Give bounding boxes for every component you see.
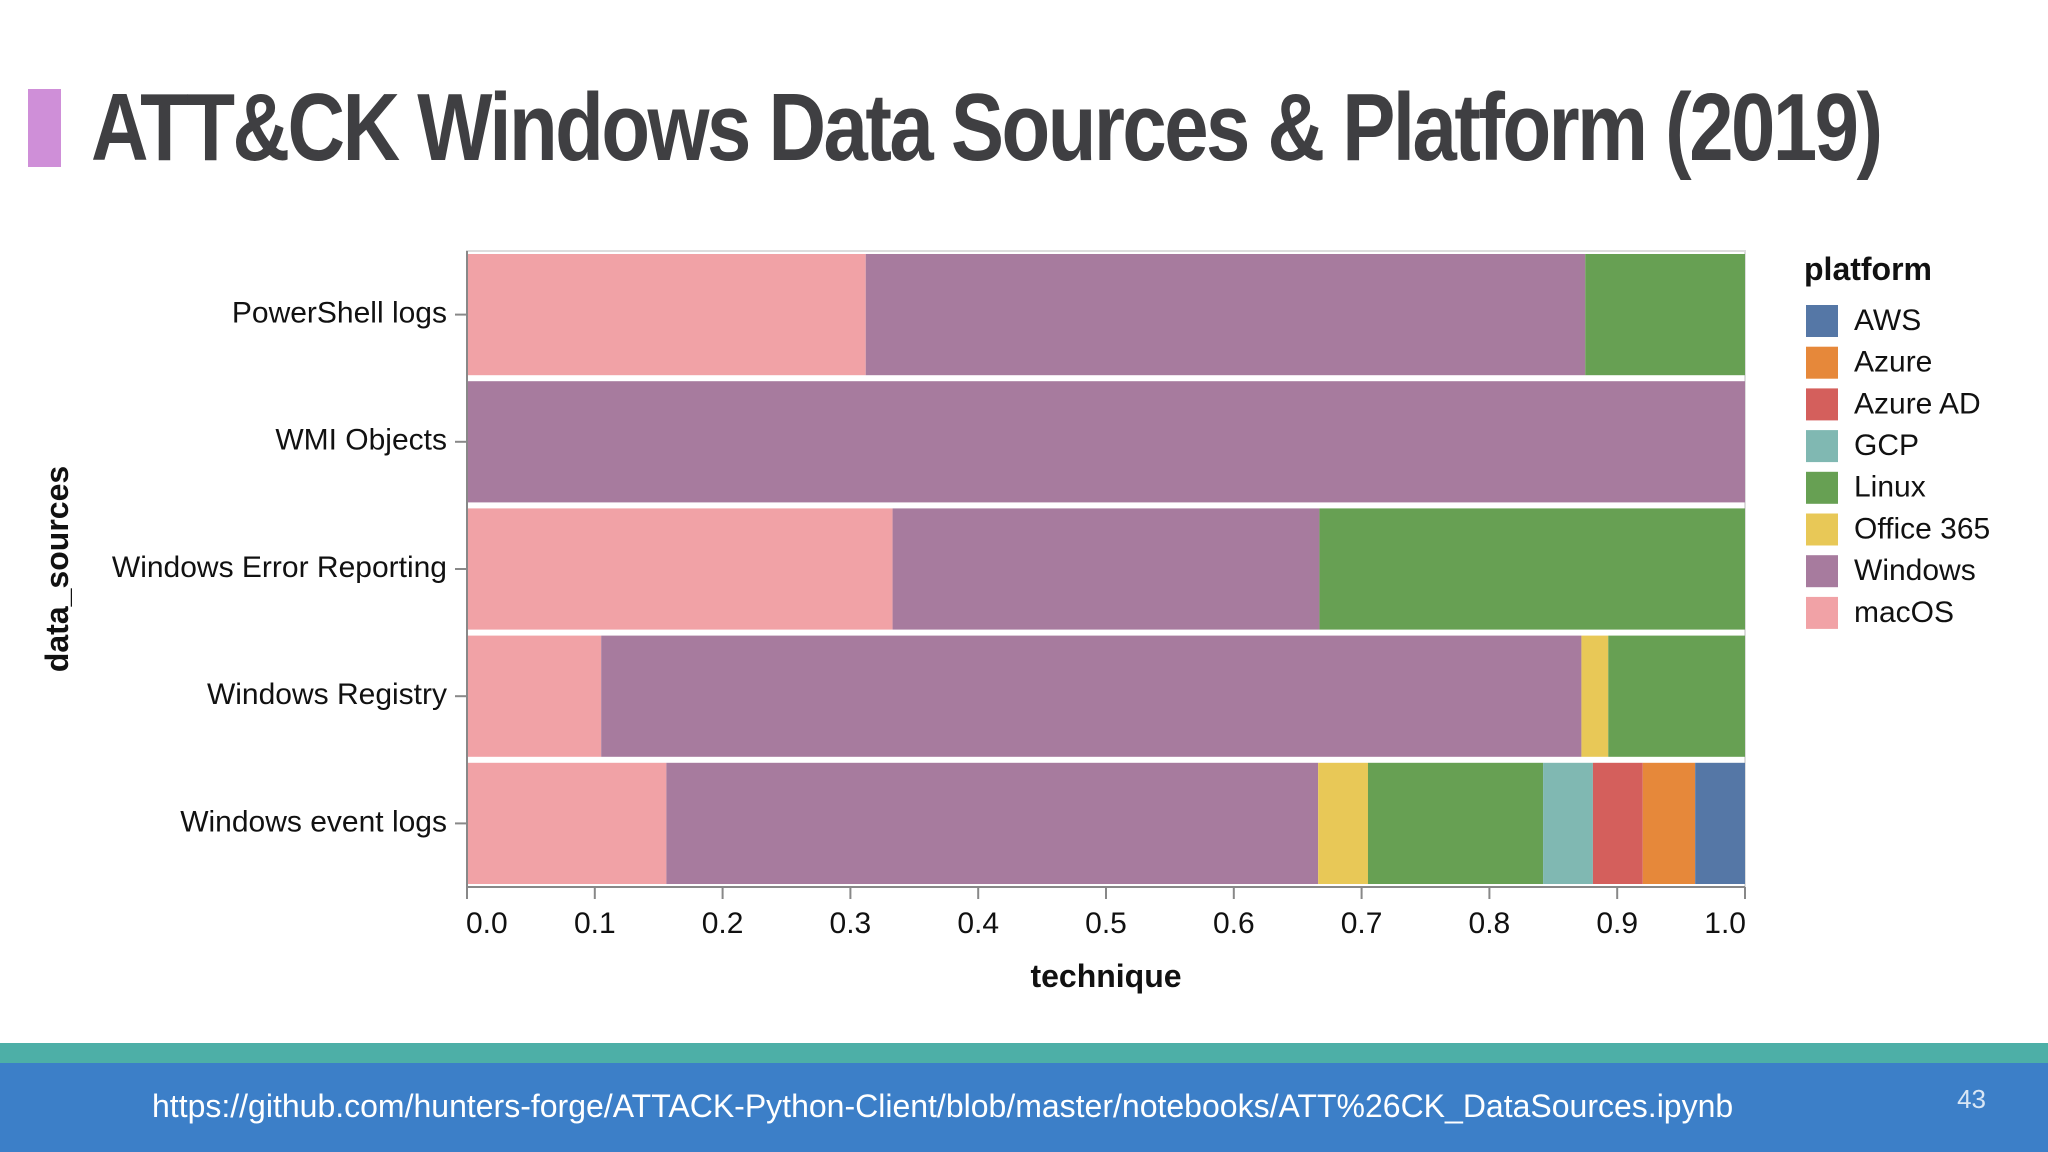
stacked-bar-chart: PowerShell logs WMI Objects Windows Error … bbox=[39, 250, 1990, 994]
legend-label-linux: Linux bbox=[1854, 471, 1926, 504]
footer-bar bbox=[0, 1063, 2048, 1152]
x-tick-label: 0.8 bbox=[1469, 907, 1511, 940]
bar-windows-registry-macos bbox=[467, 635, 602, 757]
bar-powershell-logs-windows bbox=[865, 254, 1586, 376]
x-tick-label: 0.4 bbox=[957, 907, 999, 940]
legend-swatch-windows bbox=[1806, 555, 1838, 588]
legend-label-office-365: Office 365 bbox=[1854, 512, 1990, 545]
legend-swatch-azure-ad bbox=[1806, 388, 1838, 421]
bar-windows-event-logs-azure-ad bbox=[1592, 762, 1643, 884]
bar-powershell-logs-macos bbox=[467, 254, 866, 376]
bar-windows-registry-windows bbox=[601, 635, 1582, 757]
legend-swatch-office-365 bbox=[1806, 513, 1838, 546]
legend-swatch-macos bbox=[1806, 596, 1838, 629]
bar-windows-event-logs-macos bbox=[467, 762, 667, 884]
title-accent-bar bbox=[28, 89, 61, 167]
bar-windows-event-logs-linux bbox=[1367, 762, 1544, 884]
bar-powershell-logs-linux bbox=[1585, 254, 1745, 376]
y-tick-label: PowerShell logs bbox=[232, 297, 447, 330]
x-axis-title: technique bbox=[1030, 958, 1181, 994]
x-tick-label: 0.3 bbox=[830, 907, 872, 940]
bar-windows-error-reporting-linux bbox=[1319, 508, 1745, 630]
legend-swatch-azure bbox=[1806, 346, 1838, 379]
legend-label-macos: macOS bbox=[1854, 596, 1954, 629]
legend-label-windows: Windows bbox=[1854, 554, 1976, 587]
x-tick-label: 0.5 bbox=[1085, 907, 1127, 940]
x-tick-label: 1.0 bbox=[1704, 907, 1746, 940]
legend-swatch-linux bbox=[1806, 471, 1838, 504]
bar-windows-event-logs-windows bbox=[666, 762, 1319, 884]
page-number: 43 bbox=[1957, 1084, 1986, 1114]
bar-windows-error-reporting-windows bbox=[892, 508, 1320, 630]
y-tick-label: Windows Registry bbox=[207, 678, 447, 711]
source-link[interactable]: https://github.com/hunters-forge/ATTACK-… bbox=[152, 1088, 1734, 1124]
bar-windows-registry-linux bbox=[1608, 635, 1745, 757]
legend-label-gcp: GCP bbox=[1854, 429, 1919, 462]
legend-label-aws: AWS bbox=[1854, 304, 1921, 337]
x-tick-label: 0.6 bbox=[1213, 907, 1255, 940]
legend-label-azure: Azure bbox=[1854, 346, 1932, 379]
legend-swatch-gcp bbox=[1806, 430, 1838, 463]
legend-swatch-aws bbox=[1806, 305, 1838, 337]
chart-svg: PowerShell logs WMI Objects Windows Error … bbox=[39, 250, 1990, 994]
bar-windows-event-logs-gcp bbox=[1543, 762, 1593, 884]
bar-windows-event-logs-azure bbox=[1642, 762, 1696, 884]
y-axis-title: data_sources bbox=[39, 466, 75, 672]
footer-accent-bar bbox=[0, 1043, 2048, 1063]
y-tick-label: Windows Error Reporting bbox=[112, 551, 447, 584]
legend-label-azure-ad: Azure AD bbox=[1854, 387, 1981, 420]
y-tick-label: Windows event logs bbox=[180, 805, 447, 838]
x-tick-label: 0.1 bbox=[574, 907, 616, 940]
page-title: ATT&CK Windows Data Sources & Platform (… bbox=[91, 74, 1883, 181]
bar-wmi-objects-windows bbox=[467, 381, 1745, 503]
bar-windows-event-logs-aws bbox=[1695, 762, 1745, 884]
slide-title: ATT&CK Windows Data Sources & Platform (… bbox=[28, 58, 2048, 198]
y-tick-label: WMI Objects bbox=[275, 424, 447, 457]
bar-windows-registry-office-365 bbox=[1581, 635, 1609, 757]
bar-windows-event-logs-office-365 bbox=[1318, 762, 1368, 884]
x-tick-label: 0.7 bbox=[1341, 907, 1383, 940]
bar-windows-error-reporting-macos bbox=[467, 508, 893, 630]
x-tick-label: 0.2 bbox=[702, 907, 744, 940]
x-tick-label: 0.9 bbox=[1596, 907, 1638, 940]
x-tick-label: 0.0 bbox=[466, 907, 508, 940]
legend-title: platform bbox=[1804, 251, 1932, 287]
